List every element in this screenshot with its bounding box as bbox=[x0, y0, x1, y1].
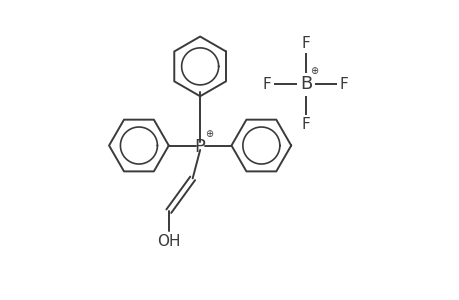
Text: F: F bbox=[263, 77, 271, 92]
Text: P: P bbox=[194, 138, 205, 156]
Text: ⊕: ⊕ bbox=[310, 67, 318, 76]
Text: F: F bbox=[338, 77, 347, 92]
Text: F: F bbox=[301, 37, 310, 52]
Text: F: F bbox=[301, 117, 310, 132]
Text: OH: OH bbox=[157, 234, 180, 249]
Text: B: B bbox=[299, 75, 312, 93]
Text: ⊕: ⊕ bbox=[205, 129, 213, 139]
